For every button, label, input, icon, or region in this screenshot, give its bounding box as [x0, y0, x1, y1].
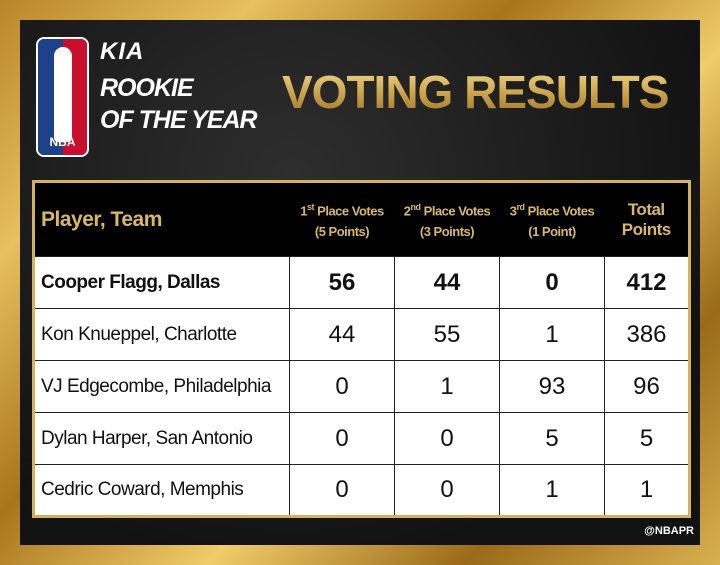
- cell-player: Kon Knueppel, Charlotte: [33, 308, 290, 361]
- cell-third: 1: [499, 308, 605, 361]
- table-row: VJ Edgecombe, Philadelphia 0 1 93 96: [33, 360, 690, 413]
- nba-logo: NBA: [36, 37, 89, 157]
- cell-second: 44: [394, 256, 500, 309]
- cell-player: Dylan Harper, San Antonio: [33, 412, 290, 465]
- cell-first: 44: [289, 308, 395, 361]
- table-row: Cedric Coward, Memphis 0 0 1 1: [33, 464, 690, 517]
- header-second: 2nd Place Votes (3 Points): [394, 181, 500, 257]
- table-row: Kon Knueppel, Charlotte 44 55 1 386: [33, 308, 690, 361]
- cell-second: 1: [394, 360, 500, 413]
- header-first: 1st Place Votes (5 Points): [289, 181, 395, 257]
- header-total: Total Points: [604, 181, 690, 257]
- table-row: Dylan Harper, San Antonio 0 0 5 5: [33, 412, 690, 465]
- cell-first: 0: [289, 412, 395, 465]
- cell-total: 96: [604, 360, 690, 413]
- voting-table: Player, Team 1st Place Votes (5 Points) 2…: [32, 180, 691, 518]
- kia-logo: KIA: [100, 38, 145, 65]
- cell-third: 1: [499, 464, 605, 517]
- cell-total: 386: [604, 308, 690, 361]
- header-third: 3rd Place Votes (1 Point): [499, 181, 605, 257]
- cell-first: 0: [289, 464, 395, 517]
- cell-player: Cedric Coward, Memphis: [33, 464, 290, 517]
- cell-second: 55: [394, 308, 500, 361]
- cell-total: 412: [604, 256, 690, 309]
- cell-first: 0: [289, 360, 395, 413]
- header-row: Player, Team 1st Place Votes (5 Points) 2…: [33, 181, 690, 257]
- award-name: ROOKIE OF THE YEAR: [100, 74, 258, 134]
- credit: @NBAPR: [644, 525, 694, 537]
- cell-first: 56: [289, 256, 395, 309]
- cell-second: 0: [394, 412, 500, 465]
- page-title: VOTING RESULTS: [282, 62, 682, 122]
- cell-third: 5: [499, 412, 605, 465]
- cell-second: 0: [394, 464, 500, 517]
- cell-total: 1: [604, 464, 690, 517]
- cell-player: VJ Edgecombe, Philadelphia: [33, 360, 290, 413]
- header-player: Player, Team: [33, 181, 290, 257]
- cell-total: 5: [604, 412, 690, 465]
- cell-player: Cooper Flagg, Dallas: [33, 256, 290, 309]
- table-row: Cooper Flagg, Dallas 56 44 0 412: [33, 256, 690, 309]
- cell-third: 93: [499, 360, 605, 413]
- cell-third: 0: [499, 256, 605, 309]
